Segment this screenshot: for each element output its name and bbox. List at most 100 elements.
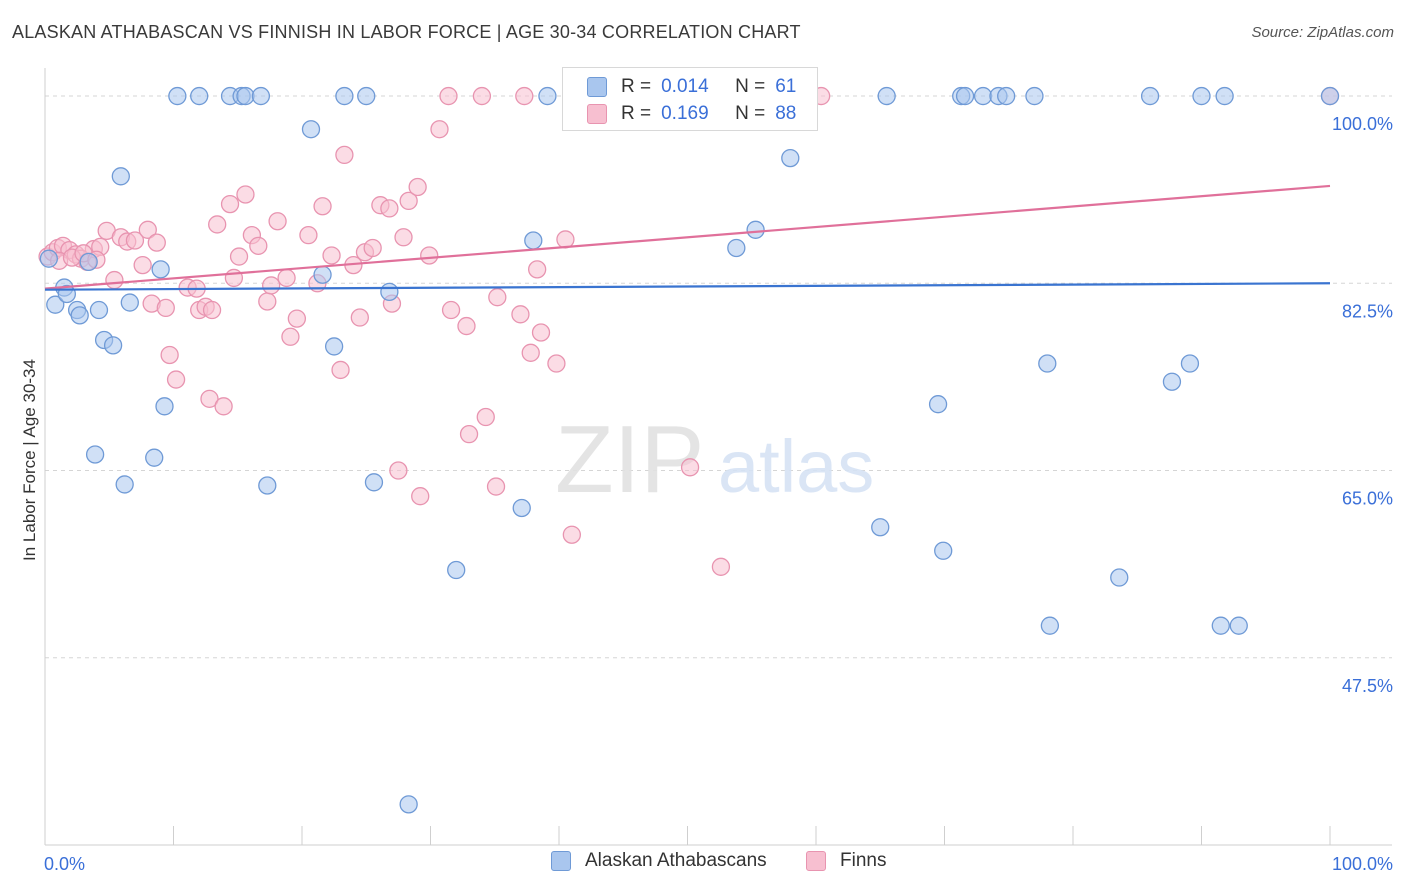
athabascan-point bbox=[120, 293, 139, 312]
finns-point bbox=[680, 458, 700, 477]
finns-point bbox=[457, 316, 476, 336]
athabascan-point bbox=[145, 448, 164, 467]
athabascan-point bbox=[1211, 616, 1230, 635]
athabascan-point bbox=[934, 541, 953, 560]
finns-point bbox=[236, 185, 255, 204]
finns-point bbox=[262, 276, 281, 295]
finns-point bbox=[299, 225, 318, 245]
finns-point bbox=[331, 360, 350, 380]
finns-point bbox=[394, 228, 413, 247]
axes bbox=[44, 68, 1392, 846]
finns-point bbox=[411, 487, 430, 506]
finns-point bbox=[160, 345, 179, 365]
athabascan-point bbox=[168, 86, 187, 106]
r-label: R = bbox=[621, 76, 652, 97]
r-value: 0.169 bbox=[661, 103, 709, 124]
athabascan-point bbox=[524, 231, 543, 250]
athabascan-point bbox=[151, 260, 170, 279]
finns-point bbox=[511, 305, 530, 324]
finns-point bbox=[515, 86, 534, 106]
finns-point bbox=[147, 233, 166, 252]
finns-point bbox=[408, 177, 427, 197]
finns-point bbox=[711, 557, 731, 576]
athabascan-point bbox=[1229, 616, 1248, 635]
athabascan-trend-line bbox=[44, 282, 1331, 291]
source-credit: Source: ZipAtlas.com bbox=[1251, 24, 1394, 41]
finns-point bbox=[430, 120, 449, 139]
athabascan-point bbox=[111, 167, 130, 186]
athabascan-point bbox=[115, 475, 134, 494]
finns-point bbox=[258, 292, 277, 311]
athabascan-point bbox=[79, 252, 98, 272]
athabascan-point bbox=[1192, 86, 1211, 106]
finns-point bbox=[389, 461, 408, 480]
y-tick-label: 82.5% bbox=[1342, 301, 1393, 321]
correlation-legend: R = 0.014 N = 61 R = 0.169 N = 88 bbox=[562, 67, 818, 131]
athabascan-point bbox=[251, 86, 271, 106]
finns-point bbox=[249, 236, 268, 255]
finns-point bbox=[399, 191, 418, 211]
finns-point bbox=[521, 343, 540, 362]
finns-point bbox=[202, 300, 222, 320]
finns-point bbox=[200, 389, 219, 408]
series-legend: Alaskan Athabascans Finns bbox=[0, 850, 1406, 878]
watermark-zip: ZIP bbox=[555, 406, 704, 513]
y-tick-label: 47.5% bbox=[1342, 676, 1393, 696]
finns-point bbox=[380, 199, 399, 218]
athabascan-swatch bbox=[551, 851, 571, 871]
y-tick-label: 100.0% bbox=[1332, 114, 1393, 134]
athabascan-point bbox=[1110, 568, 1129, 587]
watermark-atlas: atlas bbox=[718, 425, 874, 508]
finns-point bbox=[166, 370, 186, 389]
n-value: 61 bbox=[775, 76, 797, 97]
y-tick-label: 65.0% bbox=[1342, 489, 1393, 509]
finns-point bbox=[547, 354, 566, 373]
athabascan-point bbox=[1025, 86, 1044, 106]
legend-item-athabascans[interactable]: Alaskan Athabascans bbox=[551, 850, 767, 872]
finns-point bbox=[459, 424, 479, 444]
finns-point bbox=[439, 86, 458, 106]
r-label: R = bbox=[621, 103, 652, 124]
athabascan-point bbox=[301, 120, 321, 139]
athabascan-point bbox=[1320, 86, 1340, 106]
x-tick-label: 0.0% bbox=[44, 854, 85, 874]
athabascan-point bbox=[46, 295, 65, 314]
n-label: N = bbox=[735, 76, 766, 97]
watermark: ZIP atlas bbox=[555, 406, 874, 513]
finns-point bbox=[350, 308, 369, 327]
athabascan-point bbox=[190, 86, 209, 106]
athabascan-point bbox=[236, 86, 255, 106]
athabascan-point bbox=[781, 148, 800, 168]
athabascan-point bbox=[335, 86, 354, 106]
athabascan-point bbox=[357, 86, 376, 106]
finns-point bbox=[105, 270, 124, 290]
n-value: 88 bbox=[775, 103, 797, 124]
finns-swatch bbox=[806, 851, 826, 871]
finns-point bbox=[156, 298, 175, 318]
trend-lines bbox=[44, 184, 1331, 291]
finns-point bbox=[281, 327, 300, 346]
legend-row-athabascans: R = 0.014 N = 61 bbox=[587, 75, 796, 99]
athabascan-point bbox=[447, 560, 466, 580]
finns-point bbox=[486, 477, 506, 496]
athabascan-swatch bbox=[587, 77, 607, 97]
athabascan-point bbox=[155, 397, 174, 416]
legend-row-finns: R = 0.169 N = 88 bbox=[587, 102, 796, 126]
finns-point bbox=[528, 260, 547, 279]
athabascan-point bbox=[973, 86, 993, 106]
finns-point bbox=[220, 194, 240, 214]
athabascan-point bbox=[727, 238, 746, 258]
finns-point bbox=[476, 407, 495, 427]
legend-item-finns[interactable]: Finns bbox=[806, 850, 886, 872]
n-label: N = bbox=[735, 103, 766, 124]
athabascan-point bbox=[103, 336, 123, 355]
athabascan-point bbox=[380, 282, 399, 301]
finns-swatch bbox=[587, 104, 607, 124]
finns-point bbox=[313, 197, 332, 216]
athabascan-point bbox=[928, 395, 948, 414]
legend-label: Alaskan Athabascans bbox=[585, 850, 767, 871]
athabascan-point bbox=[39, 249, 59, 268]
finns-point bbox=[208, 215, 227, 234]
finns-point bbox=[441, 300, 461, 320]
